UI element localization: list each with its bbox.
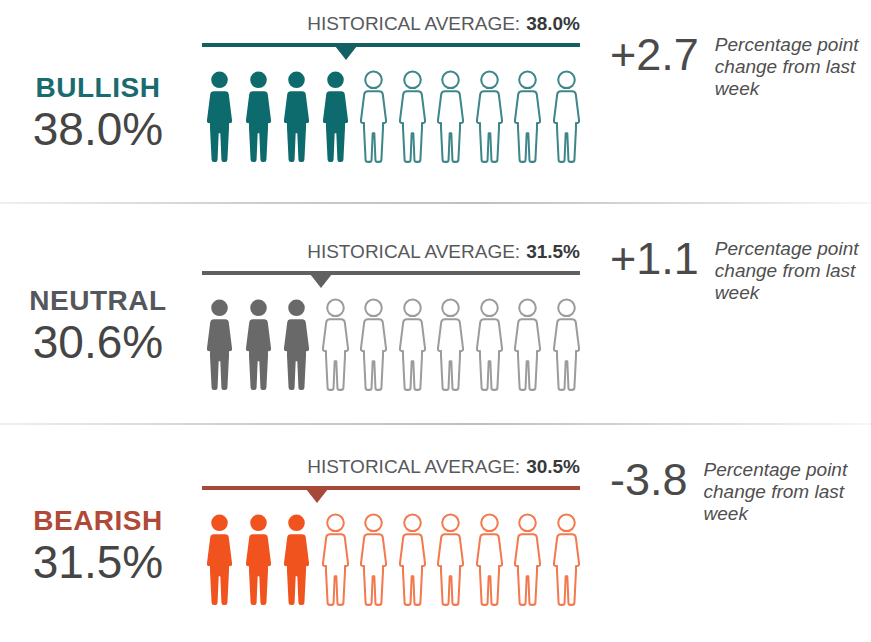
- person-icon-filled: [202, 510, 237, 613]
- person-icon-outline: [395, 510, 430, 613]
- person-icon-outline: [433, 295, 468, 398]
- person-icon-filled: [318, 67, 353, 170]
- person-icon-filled: [202, 67, 237, 170]
- historical-average-prefix: HISTORICAL AVERAGE:: [307, 456, 520, 477]
- bullish-label: BULLISH: [36, 73, 161, 102]
- bearish-label: BEARISH: [33, 506, 163, 535]
- bearish-historical-average-line: [202, 486, 580, 490]
- bearish-percent: 31.5%: [33, 537, 163, 588]
- neutral-pictograph-strip: [202, 295, 584, 398]
- person-icon-outline: [356, 295, 391, 398]
- person-icon-filled: [279, 295, 314, 398]
- person-icon-outline: [433, 67, 468, 170]
- person-icon-outline: [318, 295, 353, 398]
- person-icon-outline: [395, 295, 430, 398]
- bearish-label-block: BEARISH 31.5%: [0, 425, 196, 642]
- bullish-change-block: +2.7 Percentage point change from last w…: [588, 0, 871, 202]
- person-icon-filled: [279, 510, 314, 613]
- bearish-change-block: -3.8 Percentage point change from last w…: [588, 425, 871, 642]
- person-icon-outline: [510, 510, 545, 613]
- sentiment-row-neutral: NEUTRAL 30.6% HISTORICAL AVERAGE: 31.5% +…: [0, 204, 871, 423]
- person-icon-outline: [318, 510, 353, 613]
- historical-average-value: 31.5%: [526, 241, 580, 262]
- person-icon-filled: [202, 295, 237, 398]
- person-icon-filled: [241, 295, 276, 398]
- person-icon-outline: [356, 510, 391, 613]
- historical-average-marker: [310, 274, 332, 288]
- bearish-pictograph-strip: [202, 510, 584, 613]
- bullish-change-value: +2.7: [610, 32, 699, 77]
- neutral-change-caption: Percentage point change from last week: [715, 238, 871, 305]
- neutral-percent: 30.6%: [33, 317, 163, 368]
- historical-average-value: 30.5%: [526, 456, 580, 477]
- person-icon-outline: [472, 67, 507, 170]
- neutral-change-block: +1.1 Percentage point change from last w…: [588, 204, 871, 423]
- sentiment-row-bullish: BULLISH 38.0% HISTORICAL AVERAGE: 38.0% +…: [0, 0, 871, 202]
- historical-average-value: 38.0%: [526, 13, 580, 34]
- bullish-pictograph-strip: [202, 67, 584, 170]
- person-icon-outline: [549, 67, 584, 170]
- historical-average-marker: [306, 489, 328, 503]
- bullish-pictograph-block: HISTORICAL AVERAGE: 38.0%: [196, 0, 588, 202]
- person-icon-filled: [279, 67, 314, 170]
- neutral-historical-average-line: [202, 271, 580, 275]
- bearish-change-caption: Percentage point change from last week: [704, 459, 869, 526]
- person-icon-outline: [510, 67, 545, 170]
- neutral-pictograph-block: HISTORICAL AVERAGE: 31.5%: [196, 204, 588, 423]
- bullish-historical-average-text: HISTORICAL AVERAGE: 38.0%: [202, 13, 580, 35]
- neutral-change-value: +1.1: [610, 236, 699, 281]
- bearish-historical-average-text: HISTORICAL AVERAGE: 30.5%: [202, 456, 580, 478]
- person-icon-outline: [510, 295, 545, 398]
- neutral-label: NEUTRAL: [29, 286, 166, 315]
- bearish-change-value: -3.8: [610, 457, 688, 502]
- sentiment-survey-infographic: BULLISH 38.0% HISTORICAL AVERAGE: 38.0% +…: [0, 0, 871, 642]
- neutral-label-block: NEUTRAL 30.6%: [0, 204, 196, 423]
- bullish-historical-average-line: [202, 43, 580, 47]
- person-icon-filled: [241, 510, 276, 613]
- bullish-change-caption: Percentage point change from last week: [715, 34, 871, 101]
- person-icon-filled: [241, 67, 276, 170]
- sentiment-row-bearish: BEARISH 31.5% HISTORICAL AVERAGE: 30.5% -…: [0, 425, 871, 642]
- person-icon-outline: [433, 510, 468, 613]
- person-icon-outline: [395, 67, 430, 170]
- person-icon-outline: [356, 67, 391, 170]
- bullish-percent: 38.0%: [33, 104, 163, 155]
- historical-average-prefix: HISTORICAL AVERAGE:: [307, 241, 520, 262]
- historical-average-marker: [335, 46, 357, 60]
- person-icon-outline: [472, 295, 507, 398]
- neutral-historical-average-text: HISTORICAL AVERAGE: 31.5%: [202, 241, 580, 263]
- person-icon-outline: [549, 295, 584, 398]
- historical-average-prefix: HISTORICAL AVERAGE:: [307, 13, 520, 34]
- person-icon-outline: [549, 510, 584, 613]
- bullish-label-block: BULLISH 38.0%: [0, 0, 196, 202]
- bearish-pictograph-block: HISTORICAL AVERAGE: 30.5%: [196, 425, 588, 642]
- person-icon-outline: [472, 510, 507, 613]
